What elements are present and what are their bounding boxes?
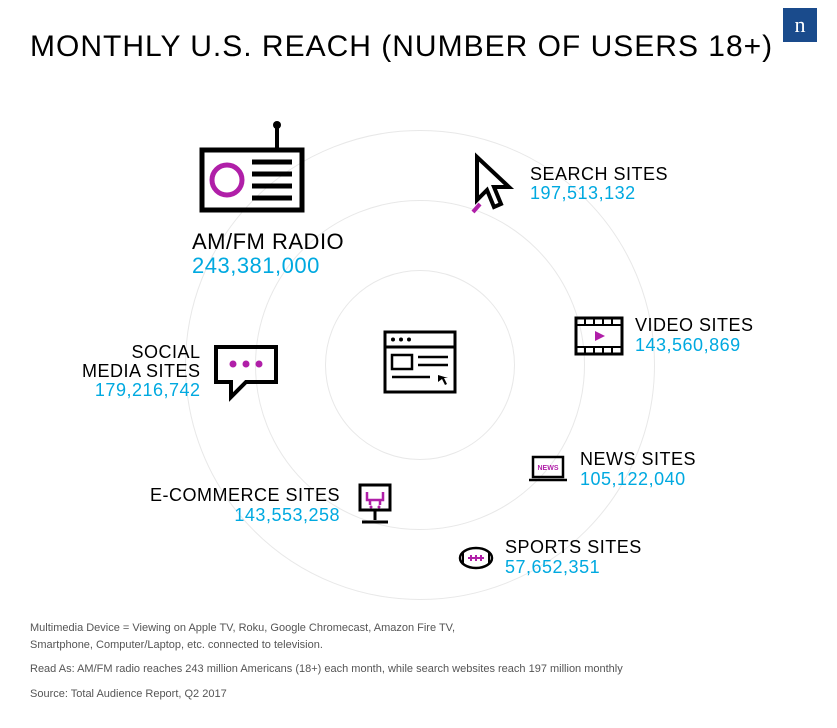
browser-icon (380, 327, 460, 407)
node-social: SOCIAL MEDIA SITES 179,216,742 (82, 342, 281, 402)
cart-icon (350, 480, 400, 532)
radio-icon (192, 120, 312, 220)
node-ecommerce: E-COMMERCE SITES 143,553,258 (150, 480, 400, 532)
ecommerce-value: 143,553,258 (150, 505, 340, 526)
brand-logo: n (783, 8, 817, 42)
node-sports: SPORTS SITES 57,652,351 (457, 538, 642, 578)
node-video: VIDEO SITES 143,560,869 (573, 315, 754, 357)
speech-bubble-icon (211, 342, 281, 402)
footer-line3: Read As: AM/FM radio reaches 243 million… (30, 661, 790, 678)
ecommerce-label: E-COMMERCE SITES (150, 486, 340, 505)
footer-line2: Smartphone, Computer/Laptop, etc. connec… (30, 639, 323, 651)
cursor-icon (465, 152, 520, 217)
footer-notes: Multimedia Device = Viewing on Apple TV,… (30, 620, 790, 710)
video-label: VIDEO SITES (635, 316, 754, 335)
search-label: SEARCH SITES (530, 165, 668, 184)
social-value: 179,216,742 (82, 380, 201, 401)
laptop-news-icon: NEWS (526, 454, 570, 486)
infographic-canvas: AM/FM RADIO 243,381,000 SEARCH SITES 197… (30, 90, 807, 620)
footer-line1: Multimedia Device = Viewing on Apple TV,… (30, 622, 455, 634)
news-label: NEWS SITES (580, 450, 696, 469)
node-news: NEWS NEWS SITES 105,122,040 (526, 450, 696, 490)
search-value: 197,513,132 (530, 183, 668, 204)
video-value: 143,560,869 (635, 335, 754, 356)
sports-value: 57,652,351 (505, 557, 642, 578)
radio-label: AM/FM RADIO (192, 230, 344, 253)
news-value: 105,122,040 (580, 469, 696, 490)
sports-label: SPORTS SITES (505, 538, 642, 557)
radio-value: 243,381,000 (192, 253, 344, 279)
page-title: MONTHLY U.S. REACH (NUMBER OF USERS 18+) (30, 30, 773, 64)
social-label: SOCIAL MEDIA SITES (82, 343, 201, 381)
football-icon (457, 544, 495, 572)
node-radio: AM/FM RADIO 243,381,000 (192, 120, 344, 279)
footer-line4: Source: Total Audience Report, Q2 2017 (30, 686, 790, 703)
node-search: SEARCH SITES 197,513,132 (465, 152, 668, 217)
film-icon (573, 315, 625, 357)
svg-text:NEWS: NEWS (538, 465, 559, 472)
